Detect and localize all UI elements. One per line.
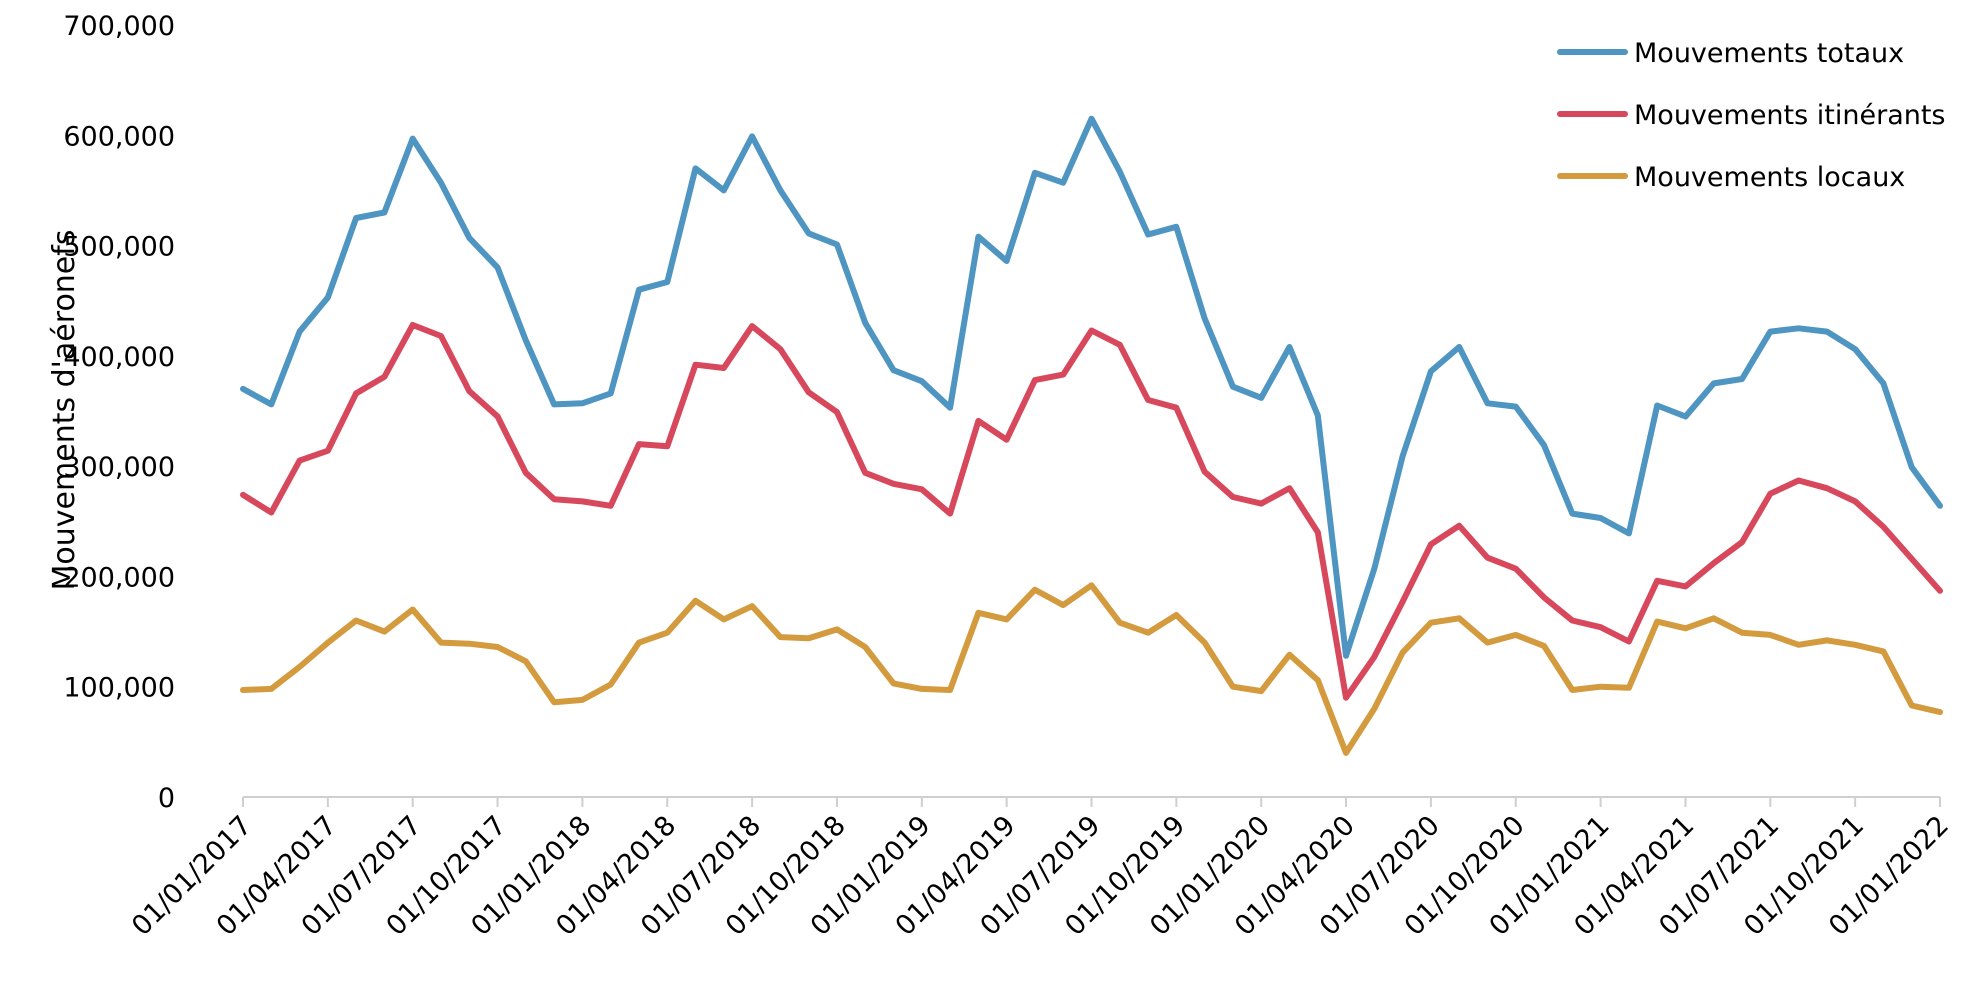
series-line-2: [240, 322, 1943, 701]
y-tick-label: 300,000: [63, 452, 175, 483]
series-layer: [240, 115, 1943, 756]
x-axis-ticks: 01/01/201701/04/201701/07/201701/10/2017…: [126, 797, 1955, 942]
y-tick-label: 600,000: [63, 121, 175, 152]
y-axis-title: Mouvements d'aéronefs: [47, 230, 82, 591]
y-tick-label: 0: [158, 783, 175, 814]
legend-label-3: Mouvements locaux: [1634, 162, 1905, 193]
y-axis-ticks: 0 100,000 200,000 300,000 400,000 500,000 600,…: [63, 11, 175, 814]
y-tick-label: 200,000: [63, 562, 175, 593]
legend-label-2: Mouvements itinérants: [1634, 100, 1946, 131]
y-tick-label: 400,000: [63, 342, 175, 373]
series-line-3: [240, 582, 1943, 756]
y-tick-label: 100,000: [63, 673, 175, 704]
legend-label-1: Mouvements totaux: [1634, 38, 1904, 69]
y-tick-label: 500,000: [63, 232, 175, 263]
legend: Mouvements totaux Mouvements itinérants Mo…: [1557, 38, 1946, 193]
series-line-1: [240, 115, 1943, 659]
y-tick-label: 700,000: [63, 11, 175, 42]
